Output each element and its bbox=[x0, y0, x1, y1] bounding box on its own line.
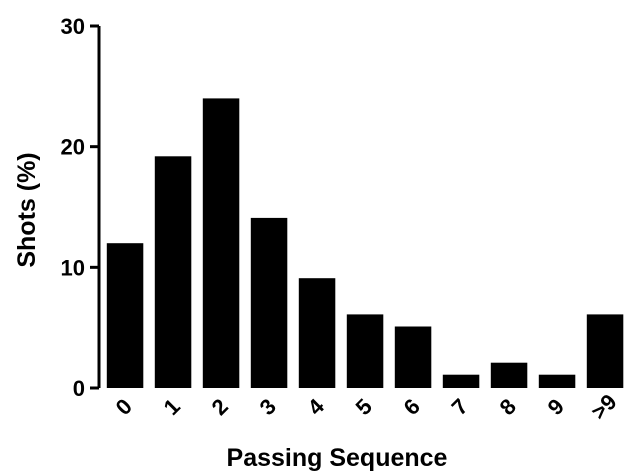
bar-7 bbox=[443, 375, 480, 388]
bar-6 bbox=[395, 327, 432, 389]
bar-4 bbox=[299, 278, 336, 388]
y-tick-label: 30 bbox=[61, 14, 85, 39]
x-tick-label: 9 bbox=[543, 394, 569, 420]
y-tick-label: 20 bbox=[61, 135, 85, 160]
bar-3 bbox=[251, 218, 287, 388]
x-axis-title: Passing Sequence bbox=[227, 444, 448, 472]
x-tick-label: 0 bbox=[111, 394, 137, 420]
x-tick-label: 1 bbox=[159, 394, 185, 420]
bar-9 bbox=[539, 375, 576, 388]
x-tick-label: 2 bbox=[207, 394, 233, 420]
x-tick-label: 6 bbox=[399, 394, 425, 420]
bars bbox=[107, 98, 624, 388]
bar-gt9 bbox=[587, 314, 624, 388]
y-tick-label: 10 bbox=[61, 255, 85, 280]
x-tick-label: >9 bbox=[586, 389, 621, 424]
x-tick-label: 4 bbox=[303, 393, 330, 420]
y-axis: 0 10 20 30 bbox=[61, 14, 99, 401]
x-tick-label: 7 bbox=[447, 394, 473, 420]
bar-5 bbox=[347, 314, 384, 388]
bar-1 bbox=[155, 156, 192, 388]
y-tick-label: 0 bbox=[73, 376, 85, 401]
y-axis-title: Shots (%) bbox=[13, 152, 41, 267]
bar-2 bbox=[203, 98, 240, 388]
x-axis-tick-labels: 0 1 2 3 4 5 6 7 8 9 >9 bbox=[111, 389, 622, 424]
bar-8 bbox=[491, 363, 528, 388]
x-tick-label: 8 bbox=[495, 394, 521, 420]
bar-0 bbox=[107, 243, 144, 388]
x-tick-label: 3 bbox=[255, 394, 281, 420]
x-tick-label: 5 bbox=[351, 394, 377, 420]
